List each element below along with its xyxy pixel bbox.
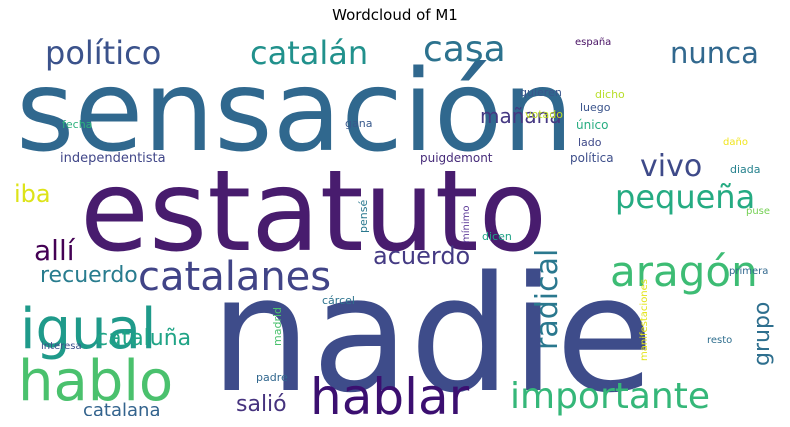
word-15: radical	[530, 249, 565, 350]
word-20: grupo	[750, 302, 775, 366]
word-19: cataluña	[96, 326, 191, 351]
word-10: catalán	[250, 34, 368, 72]
word-34: votado	[525, 108, 563, 121]
word-0: sensación	[16, 47, 573, 177]
word-21: salió	[236, 392, 287, 416]
word-45: madrid	[271, 307, 284, 346]
word-18: recuerdo	[40, 263, 138, 288]
word-43: primera	[729, 266, 768, 277]
word-40: pensé	[357, 200, 370, 233]
word-25: independentista	[60, 151, 166, 166]
word-35: gana	[345, 117, 372, 130]
word-6: catalanes	[138, 254, 331, 300]
word-23: mañana	[480, 104, 562, 128]
word-11: casa	[423, 29, 506, 70]
word-12: nunca	[670, 36, 759, 70]
word-1: estatuto	[80, 147, 547, 277]
word-17: acuerdo	[373, 242, 470, 270]
word-28: diada	[730, 163, 761, 176]
word-44: manifestaciones	[639, 279, 650, 361]
word-49: padre	[256, 371, 288, 384]
word-47: interesa	[41, 341, 82, 352]
word-24: iba	[14, 180, 51, 208]
chart-title: Wordcloud of M1	[332, 6, 458, 24]
word-9: político	[45, 34, 161, 72]
word-4: hablo	[18, 349, 173, 414]
word-2: nadie	[210, 241, 654, 416]
word-29: único	[576, 118, 608, 132]
word-38: daño	[723, 137, 748, 148]
word-27: política	[570, 151, 614, 165]
word-14: vivo	[640, 149, 702, 184]
word-7: aragón	[610, 247, 758, 296]
word-16: allí	[34, 234, 76, 267]
word-46: cárcel	[322, 294, 355, 307]
word-48: resto	[707, 335, 732, 346]
word-13: pequeña	[615, 178, 755, 216]
word-22: catalana	[83, 400, 160, 416]
word-39: puse	[746, 206, 770, 217]
word-33: dicho	[595, 88, 625, 101]
word-8: importante	[510, 376, 710, 416]
word-3: igual	[20, 297, 156, 362]
word-36: fecha	[62, 118, 92, 131]
word-42: dicen	[482, 230, 512, 243]
word-26: puigdemont	[420, 151, 493, 165]
word-41: mínimo	[460, 206, 472, 244]
word-5: hablar	[310, 368, 470, 416]
word-31: quieren	[520, 86, 562, 99]
word-37: españa	[575, 37, 611, 48]
wordcloud-canvas: sensación estatuto nadie igual hablo hablar ca…	[10, 28, 781, 416]
word-32: luego	[580, 101, 611, 114]
word-30: lado	[578, 136, 602, 149]
